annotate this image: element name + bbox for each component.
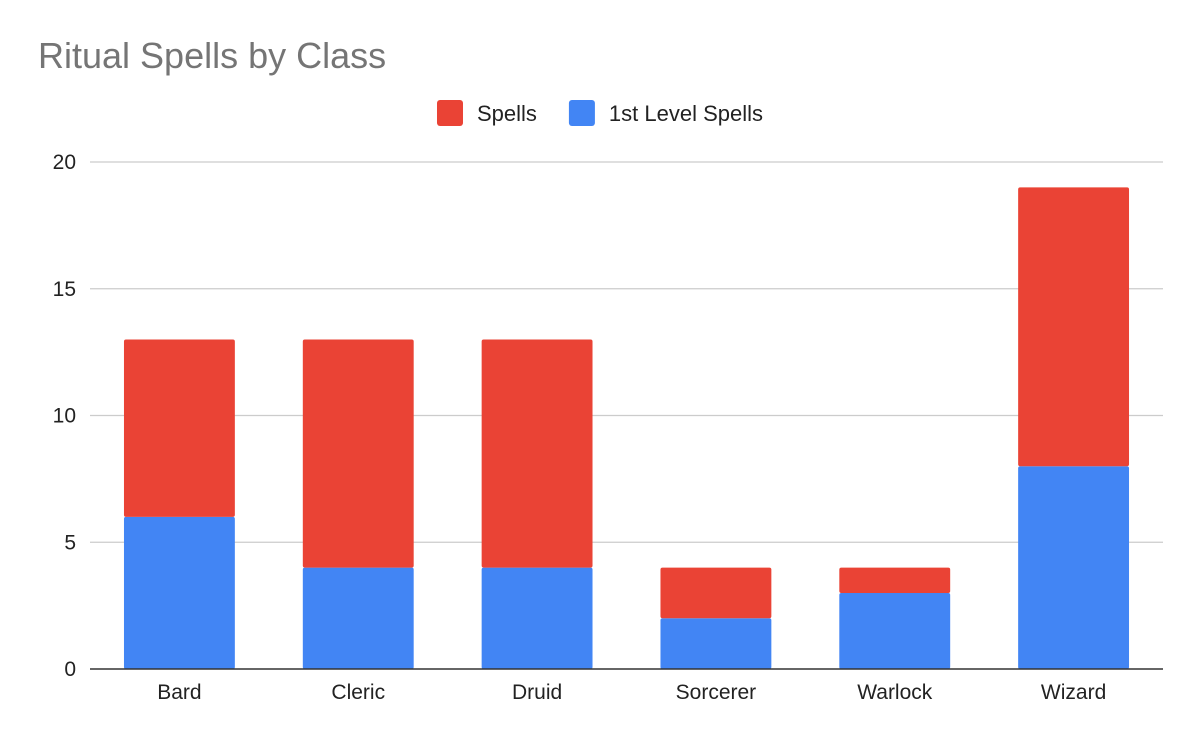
bar-warlock-first-level <box>839 592 951 669</box>
chart-title: Ritual Spells by Class <box>38 35 386 76</box>
legend-swatch <box>436 100 463 126</box>
bar-cleric-spells <box>302 339 414 568</box>
bar-druid-first-level <box>481 567 593 669</box>
x-tick-label: Warlock <box>857 681 933 704</box>
bar-sorcerer-spells <box>660 567 772 619</box>
x-tick-label: Bard <box>157 681 201 704</box>
bar-wizard-spells <box>1018 187 1130 467</box>
legend: Spells 1st Level Spells <box>436 100 763 126</box>
bar-warlock-spells <box>839 567 951 593</box>
bar-wizard-first-level <box>1018 466 1130 669</box>
x-axis: Bard Cleric Druid Sorcerer Warlock Wizard <box>90 668 1163 704</box>
y-tick-label: 5 <box>64 531 76 554</box>
y-tick-label: 10 <box>53 405 76 428</box>
x-tick-label: Cleric <box>331 681 385 704</box>
y-tick-label: 15 <box>53 278 76 301</box>
gridlines <box>90 161 1163 543</box>
y-tick-label: 20 <box>53 151 76 174</box>
legend-swatch <box>568 100 595 126</box>
bar-sorcerer-first-level <box>660 618 772 669</box>
legend-label: 1st Level Spells <box>609 101 763 126</box>
bar-druid-spells <box>481 339 593 568</box>
bars <box>123 187 1130 669</box>
legend-label: Spells <box>477 101 537 126</box>
bar-bard-spells <box>123 339 235 517</box>
x-tick-label: Sorcerer <box>676 681 757 704</box>
x-tick-label: Wizard <box>1041 681 1106 704</box>
bar-cleric-first-level <box>302 567 414 669</box>
bar-bard-first-level <box>123 516 235 669</box>
x-tick-label: Druid <box>512 681 562 704</box>
y-tick-label: 0 <box>64 658 76 681</box>
y-axis: 0 5 10 15 20 <box>53 151 76 681</box>
